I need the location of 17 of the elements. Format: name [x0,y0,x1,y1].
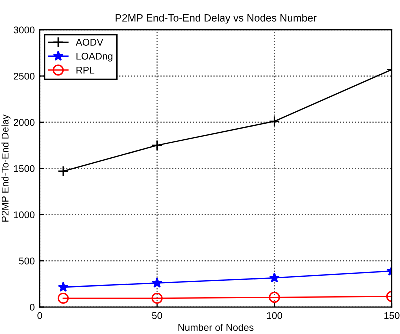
x-axis-title: Number of Nodes [178,324,254,332]
y-axis-title: P2MP End-To-End Delay [2,114,11,222]
y-tick-label: 1000 [14,212,35,218]
legend-label: LOADng [76,52,113,62]
x-tick-label: 150 [384,312,400,320]
y-tick-label: 2000 [14,119,35,126]
y-tick-label: 3000 [14,26,35,34]
legend-label: AODV [76,39,104,46]
x-tick-label: 100 [267,312,282,320]
y-tick-label: 500 [19,258,35,265]
y-tick-label: 0 [30,304,35,311]
x-tick-label: 0 [38,312,42,320]
legend-label: RPL [76,67,95,74]
x-tick-label: 50 [152,312,162,320]
y-tick-label: 2500 [14,72,35,80]
chart-title: P2MP End-To-End Delay vs Nodes Number [116,14,317,24]
y-tick-label: 1500 [14,165,35,172]
